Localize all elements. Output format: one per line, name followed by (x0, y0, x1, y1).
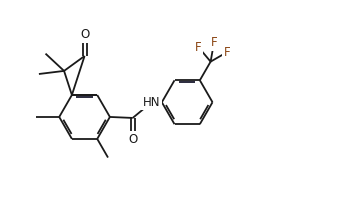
Text: O: O (128, 133, 137, 146)
Text: O: O (80, 28, 89, 41)
Text: HN: HN (143, 96, 160, 109)
Text: F: F (224, 46, 230, 59)
Text: F: F (195, 41, 202, 54)
Text: F: F (211, 36, 217, 49)
